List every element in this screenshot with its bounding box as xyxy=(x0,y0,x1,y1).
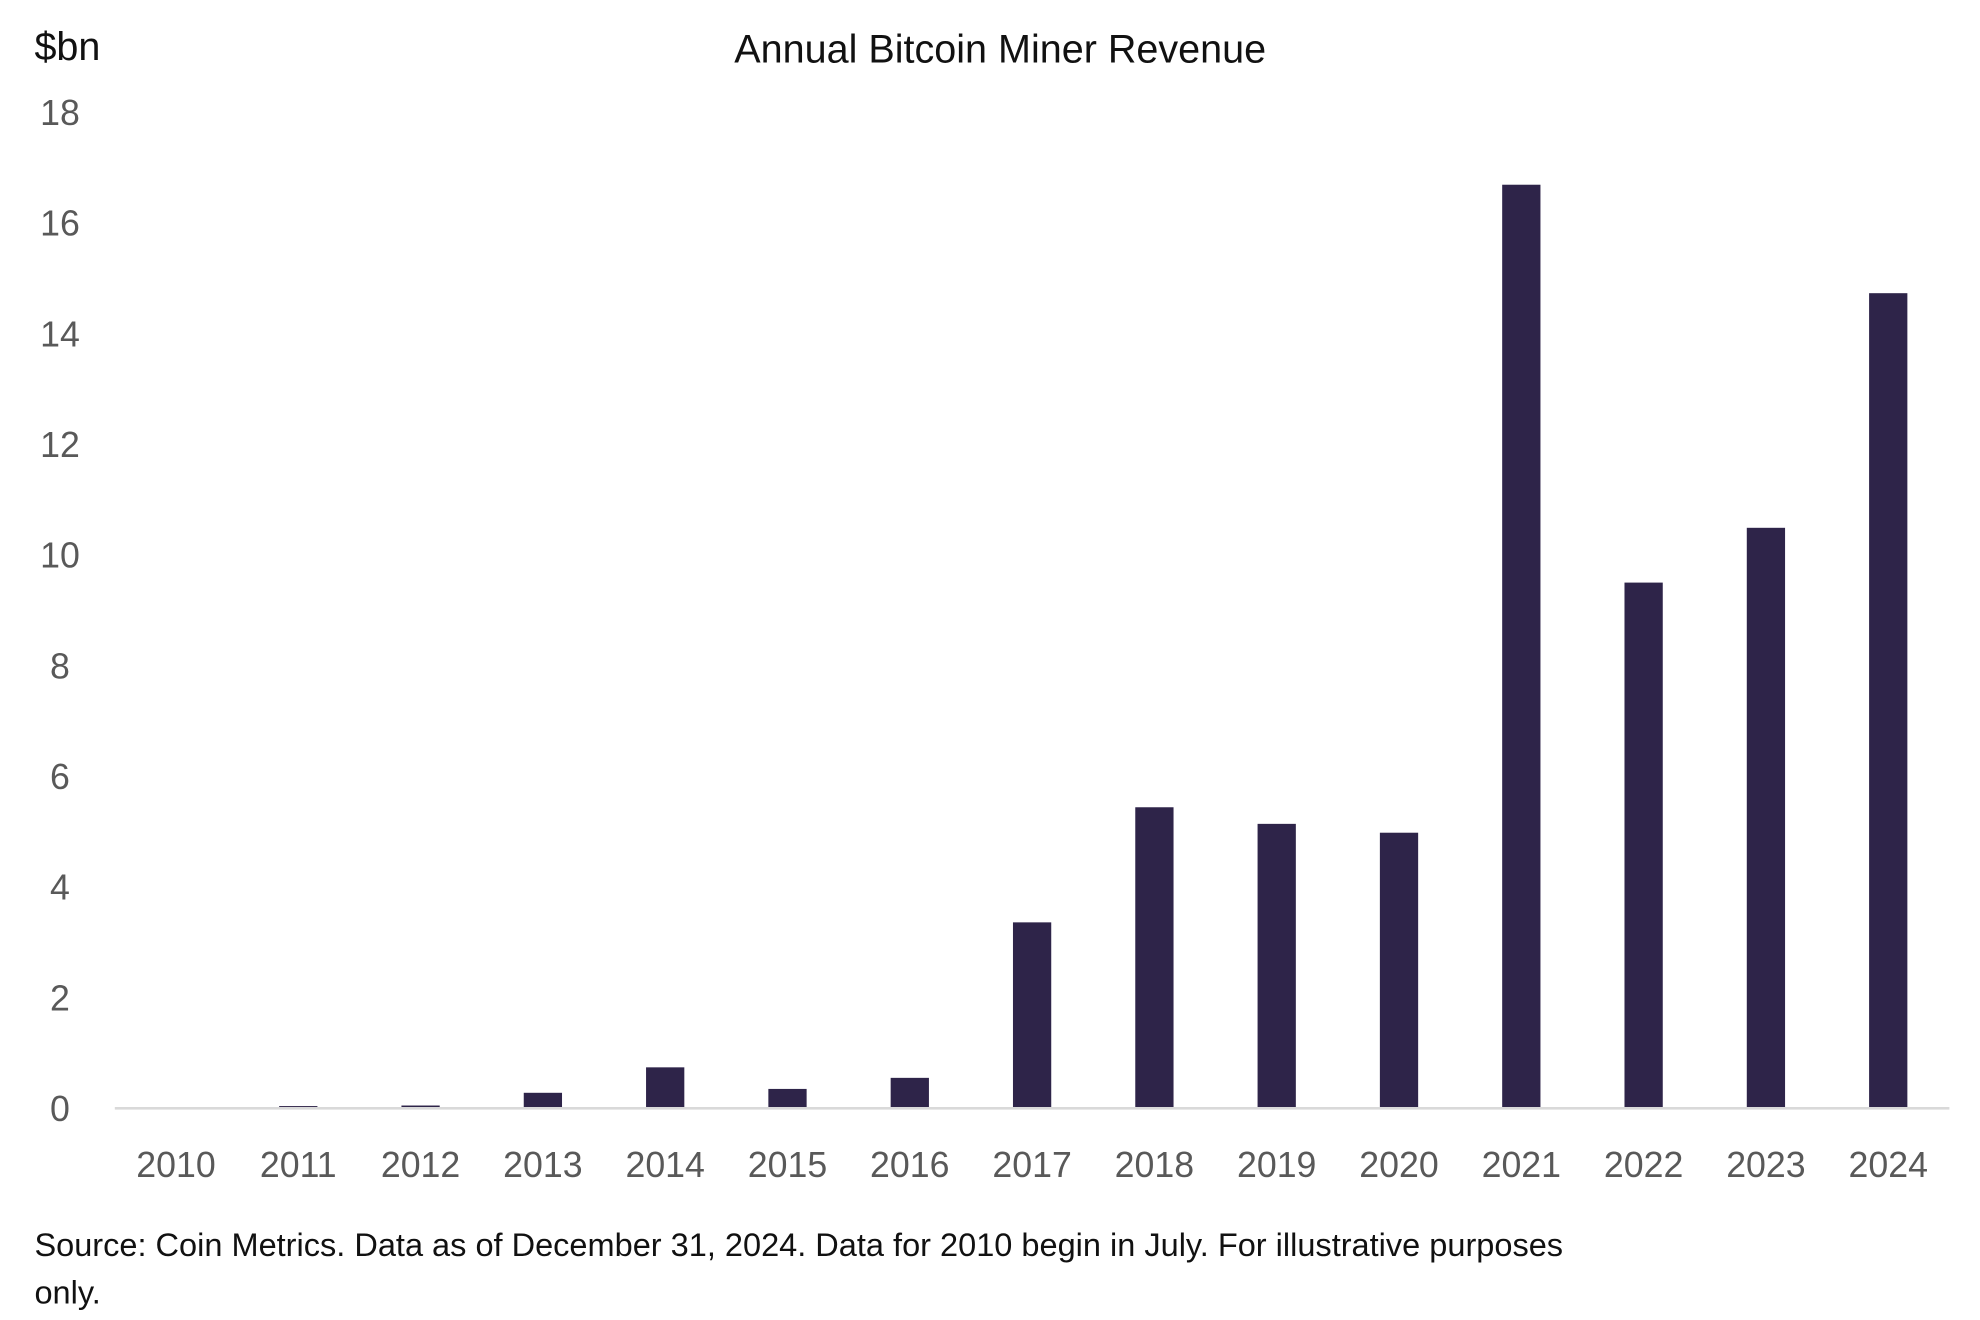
x-tick-label: 2024 xyxy=(1849,1145,1928,1185)
y-tick-label: 10 xyxy=(40,536,80,576)
chart-title: Annual Bitcoin Miner Revenue xyxy=(734,27,1266,71)
bar-2023 xyxy=(1746,527,1786,1109)
bar-2018 xyxy=(1135,807,1174,1109)
y-tick-label: 18 xyxy=(40,93,80,133)
x-tick-label: 2012 xyxy=(381,1145,460,1185)
x-tick-label: 2023 xyxy=(1726,1145,1805,1185)
bar-2012 xyxy=(401,1105,440,1109)
bar-2015 xyxy=(768,1088,807,1109)
x-tick-label: 2014 xyxy=(625,1145,704,1185)
bar-2016 xyxy=(890,1077,929,1109)
bar-2014 xyxy=(646,1067,685,1109)
bar-2024 xyxy=(1869,293,1908,1109)
x-tick-label: 2020 xyxy=(1359,1145,1438,1185)
x-tick-label: 2016 xyxy=(870,1145,949,1185)
y-tick-label: 14 xyxy=(40,314,80,354)
y-tick-label: 16 xyxy=(40,204,80,244)
source-note-line-1: Source: Coin Metrics. Data as of Decembe… xyxy=(34,1227,1563,1263)
y-tick-label: 0 xyxy=(50,1089,70,1129)
y-tick-label: 8 xyxy=(50,646,70,686)
x-tick-label: 2010 xyxy=(136,1145,215,1185)
bar-2020 xyxy=(1379,832,1419,1109)
bar-2019 xyxy=(1257,823,1296,1109)
x-tick-label: 2018 xyxy=(1115,1145,1194,1185)
x-tick-label: 2013 xyxy=(503,1145,582,1185)
y-tick-label: 6 xyxy=(50,757,70,797)
y-axis-unit-label: $bn xyxy=(34,25,100,69)
bar-2013 xyxy=(523,1092,563,1109)
y-tick-label: 12 xyxy=(40,425,80,465)
x-tick-label: 2011 xyxy=(260,1145,337,1185)
x-tick-label: 2019 xyxy=(1237,1145,1316,1185)
x-tick-label: 2015 xyxy=(748,1145,827,1185)
x-tick-label: 2022 xyxy=(1604,1145,1683,1185)
bar-2017 xyxy=(1012,922,1052,1109)
bar-2021 xyxy=(1502,184,1541,1109)
x-tick-label: 2017 xyxy=(992,1145,1071,1185)
y-tick-label: 2 xyxy=(50,978,70,1018)
y-tick-label: 4 xyxy=(50,868,70,908)
bar-2022 xyxy=(1624,582,1663,1109)
x-tick-label: 2021 xyxy=(1482,1145,1561,1185)
source-note-line-2: only. xyxy=(34,1274,100,1310)
